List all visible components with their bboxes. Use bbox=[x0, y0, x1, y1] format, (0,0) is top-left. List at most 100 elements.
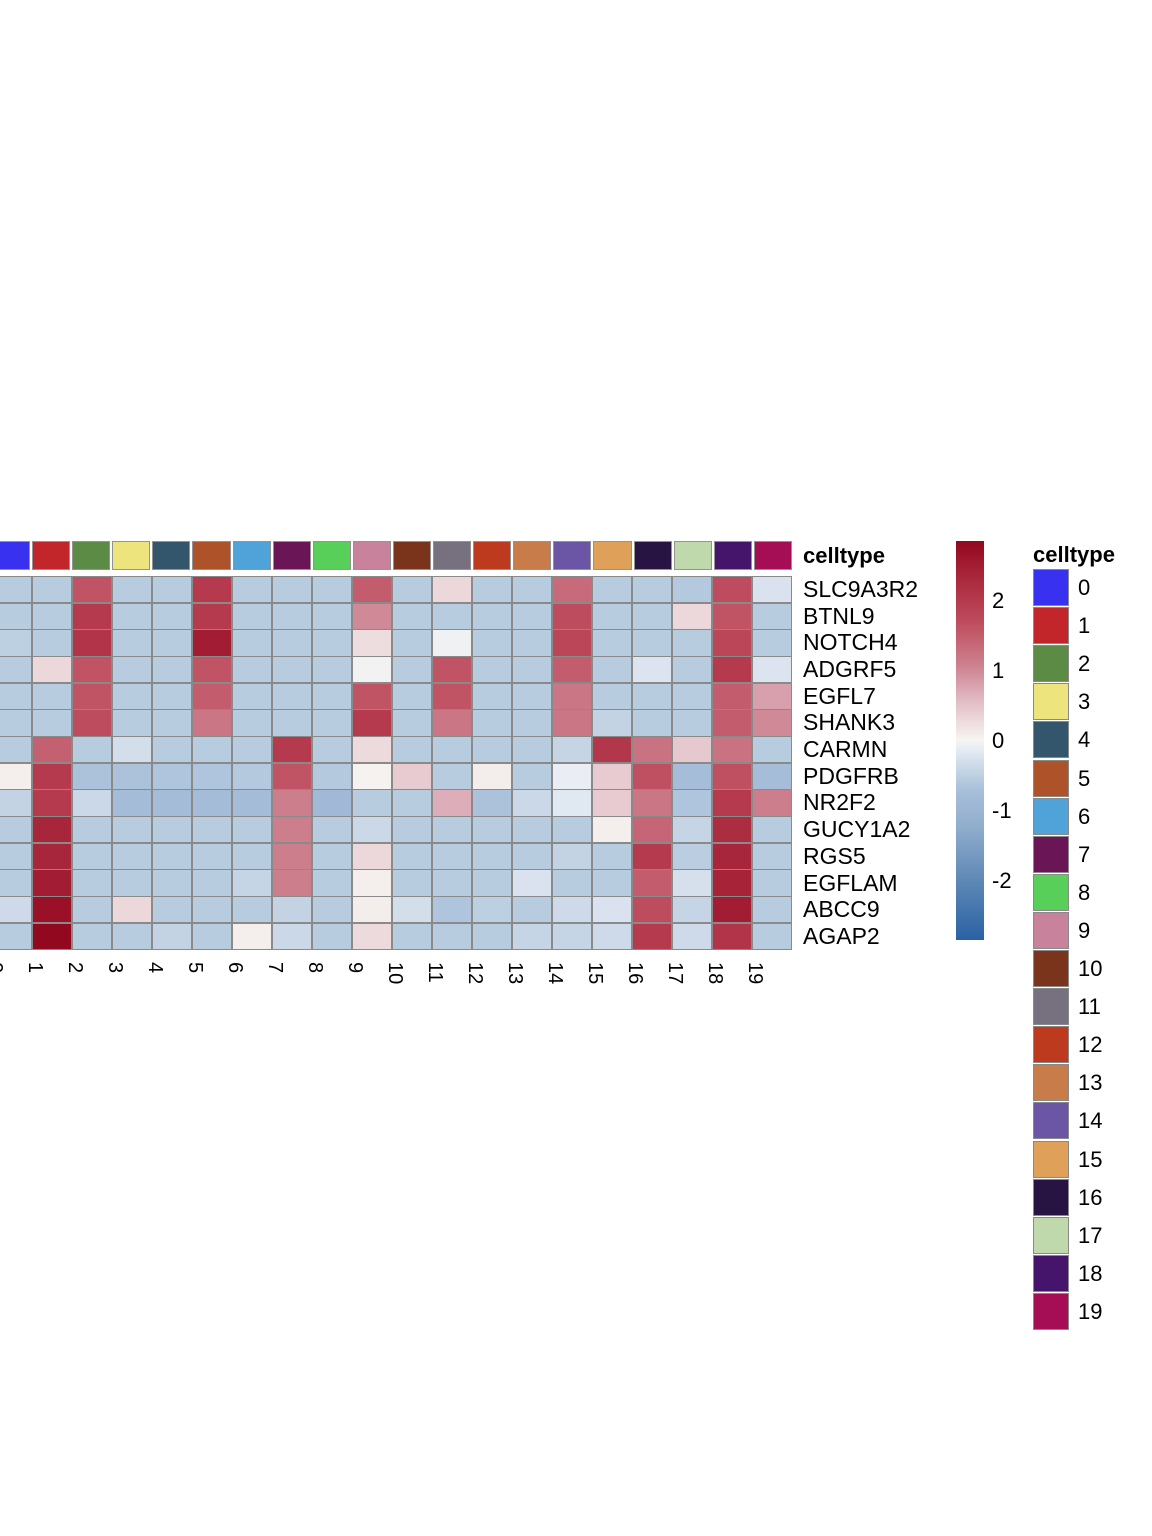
legend-label-celltype-15: 15 bbox=[1078, 1146, 1103, 1172]
heatmap-cell-NR2F2-col4 bbox=[152, 790, 192, 816]
heatmap-cell-RGS5-col6 bbox=[232, 843, 272, 869]
colorbar-tick-0: 0 bbox=[992, 727, 1005, 753]
heatmap-cell-GUCY1A2-col15 bbox=[592, 817, 632, 843]
heatmap-cell-ABCC9-col12 bbox=[472, 897, 512, 923]
heatmap-cell-RGS5-col14 bbox=[552, 843, 592, 869]
heatmap-cell-SHANK3-col7 bbox=[272, 710, 312, 736]
heatmap-cell-EGFL7-col16 bbox=[632, 683, 672, 709]
legend-label-celltype-6: 6 bbox=[1078, 803, 1091, 829]
heatmap-cell-GUCY1A2-col9 bbox=[352, 817, 392, 843]
heatmap-cell-ABCC9-col2 bbox=[72, 897, 112, 923]
annotation-block-celltype-15 bbox=[593, 541, 632, 570]
heatmap-cell-EGFLAM-col7 bbox=[272, 870, 312, 896]
heatmap-cell-BTNL9-col17 bbox=[672, 603, 712, 629]
heatmap-cell-BTNL9-col15 bbox=[592, 603, 632, 629]
heatmap-cell-NR2F2-col5 bbox=[192, 790, 232, 816]
annotation-block-celltype-13 bbox=[513, 541, 552, 570]
heatmap-cell-ABCC9-col13 bbox=[512, 897, 552, 923]
heatmap-cell-PDGFRB-col17 bbox=[672, 763, 712, 789]
heatmap-cell-NOTCH4-col16 bbox=[632, 630, 672, 656]
heatmap-cell-CARMN-col1 bbox=[32, 737, 72, 763]
heatmap-cell-CARMN-col9 bbox=[352, 737, 392, 763]
heatmap-cell-RGS5-col13 bbox=[512, 843, 552, 869]
heatmap-cell-EGFLAM-col0 bbox=[0, 870, 32, 896]
heatmap-cell-GUCY1A2-col17 bbox=[672, 817, 712, 843]
heatmap-cell-NOTCH4-col6 bbox=[232, 630, 272, 656]
heatmap-cell-GUCY1A2-col14 bbox=[552, 817, 592, 843]
heatmap-cell-ADGRF5-col19 bbox=[752, 657, 791, 683]
heatmap-cell-GUCY1A2-col8 bbox=[312, 817, 352, 843]
heatmap-cell-SHANK3-col12 bbox=[472, 710, 512, 736]
heatmap-cell-NR2F2-col6 bbox=[232, 790, 272, 816]
legend-label-celltype-11: 11 bbox=[1078, 994, 1101, 1020]
heatmap-cell-SLC9A3R2-col2 bbox=[72, 577, 112, 603]
annotation-block-celltype-7 bbox=[272, 541, 311, 570]
legend-label-celltype-13: 13 bbox=[1078, 1070, 1103, 1096]
row-label-PDGFRB: PDGFRB bbox=[803, 762, 899, 789]
heatmap-cell-NOTCH4-col17 bbox=[672, 630, 712, 656]
heatmap-cell-EGFLAM-col13 bbox=[512, 870, 552, 896]
legend-label-celltype-10: 10 bbox=[1078, 956, 1103, 981]
heatmap-cell-RGS5-col0 bbox=[0, 843, 32, 869]
annotation-block-celltype-5 bbox=[192, 541, 231, 570]
heatmap-cell-RGS5-col15 bbox=[592, 843, 632, 869]
row-label-EGFLAM: EGFLAM bbox=[803, 869, 898, 896]
legend-title: celltype bbox=[1033, 542, 1115, 567]
annotation-block-celltype-16 bbox=[633, 541, 672, 570]
column-label-14: 14 bbox=[544, 962, 566, 985]
column-label-1: 1 bbox=[24, 962, 46, 974]
heatmap-cell-ABCC9-col5 bbox=[192, 897, 232, 923]
column-label-2: 2 bbox=[64, 962, 86, 974]
heatmap-cell-ADGRF5-col15 bbox=[592, 657, 632, 683]
column-label-5: 5 bbox=[184, 962, 206, 974]
column-label-18: 18 bbox=[704, 962, 726, 985]
heatmap-cell-SLC9A3R2-col13 bbox=[512, 577, 552, 603]
row-label-GUCY1A2: GUCY1A2 bbox=[803, 816, 911, 843]
annotation-block-celltype-11 bbox=[433, 541, 472, 570]
column-label-16: 16 bbox=[624, 962, 646, 985]
heatmap-cell-EGFLAM-col11 bbox=[432, 870, 472, 896]
heatmap-cell-NOTCH4-col5 bbox=[192, 630, 232, 656]
legend-label-celltype-19: 19 bbox=[1078, 1298, 1103, 1324]
heatmap-cell-ABCC9-col1 bbox=[32, 897, 72, 923]
heatmap-cell-CARMN-col14 bbox=[552, 737, 592, 763]
heatmap-cell-NOTCH4-col10 bbox=[392, 630, 432, 656]
heatmap-cell-SHANK3-col15 bbox=[592, 710, 632, 736]
legend-label-celltype-16: 16 bbox=[1078, 1184, 1103, 1210]
heatmap-cell-SLC9A3R2-col3 bbox=[112, 577, 152, 603]
heatmap-cell-AGAP2-col6 bbox=[232, 923, 272, 949]
heatmap-cell-GUCY1A2-col18 bbox=[712, 817, 752, 843]
annotation-block-celltype-4 bbox=[152, 541, 191, 570]
heatmap-cell-BTNL9-col9 bbox=[352, 603, 392, 629]
heatmap-cell-SHANK3-col19 bbox=[752, 710, 791, 736]
heatmap-cell-EGFL7-col6 bbox=[232, 683, 272, 709]
heatmap-cell-BTNL9-col1 bbox=[32, 603, 72, 629]
heatmap-cell-ADGRF5-col0 bbox=[0, 657, 32, 683]
annotation-block-celltype-12 bbox=[473, 541, 512, 570]
heatmap-cell-NR2F2-col1 bbox=[32, 790, 72, 816]
legend-swatch-celltype-12 bbox=[1033, 1026, 1069, 1064]
heatmap-cell-AGAP2-col8 bbox=[312, 923, 352, 949]
column-label-11: 11 bbox=[424, 962, 446, 983]
heatmap-cell-NOTCH4-col13 bbox=[512, 630, 552, 656]
heatmap-cell-NR2F2-col11 bbox=[432, 790, 472, 816]
heatmap-cell-NR2F2-col18 bbox=[712, 790, 752, 816]
legend-swatch-celltype-6 bbox=[1033, 797, 1069, 835]
legend-swatch-celltype-7 bbox=[1033, 835, 1069, 873]
column-label-4: 4 bbox=[144, 962, 166, 974]
heatmap-cell-RGS5-col2 bbox=[72, 843, 112, 869]
heatmap-cell-SLC9A3R2-col11 bbox=[432, 577, 472, 603]
heatmap-cell-CARMN-col18 bbox=[712, 737, 752, 763]
heatmap-cell-SLC9A3R2-col19 bbox=[752, 577, 791, 603]
heatmap-cell-NR2F2-col13 bbox=[512, 790, 552, 816]
heatmap-cell-EGFLAM-col16 bbox=[632, 870, 672, 896]
heatmap-cell-BTNL9-col10 bbox=[392, 603, 432, 629]
column-label-3: 3 bbox=[104, 962, 126, 974]
heatmap-cell-NR2F2-col2 bbox=[72, 790, 112, 816]
heatmap-cell-NOTCH4-col7 bbox=[272, 630, 312, 656]
heatmap-cell-ABCC9-col9 bbox=[352, 897, 392, 923]
heatmap-cell-ABCC9-col17 bbox=[672, 897, 712, 923]
heatmap-cell-EGFLAM-col1 bbox=[32, 870, 72, 896]
heatmap-cell-SLC9A3R2-col5 bbox=[192, 577, 232, 603]
legend-label-celltype-18: 18 bbox=[1078, 1260, 1103, 1286]
